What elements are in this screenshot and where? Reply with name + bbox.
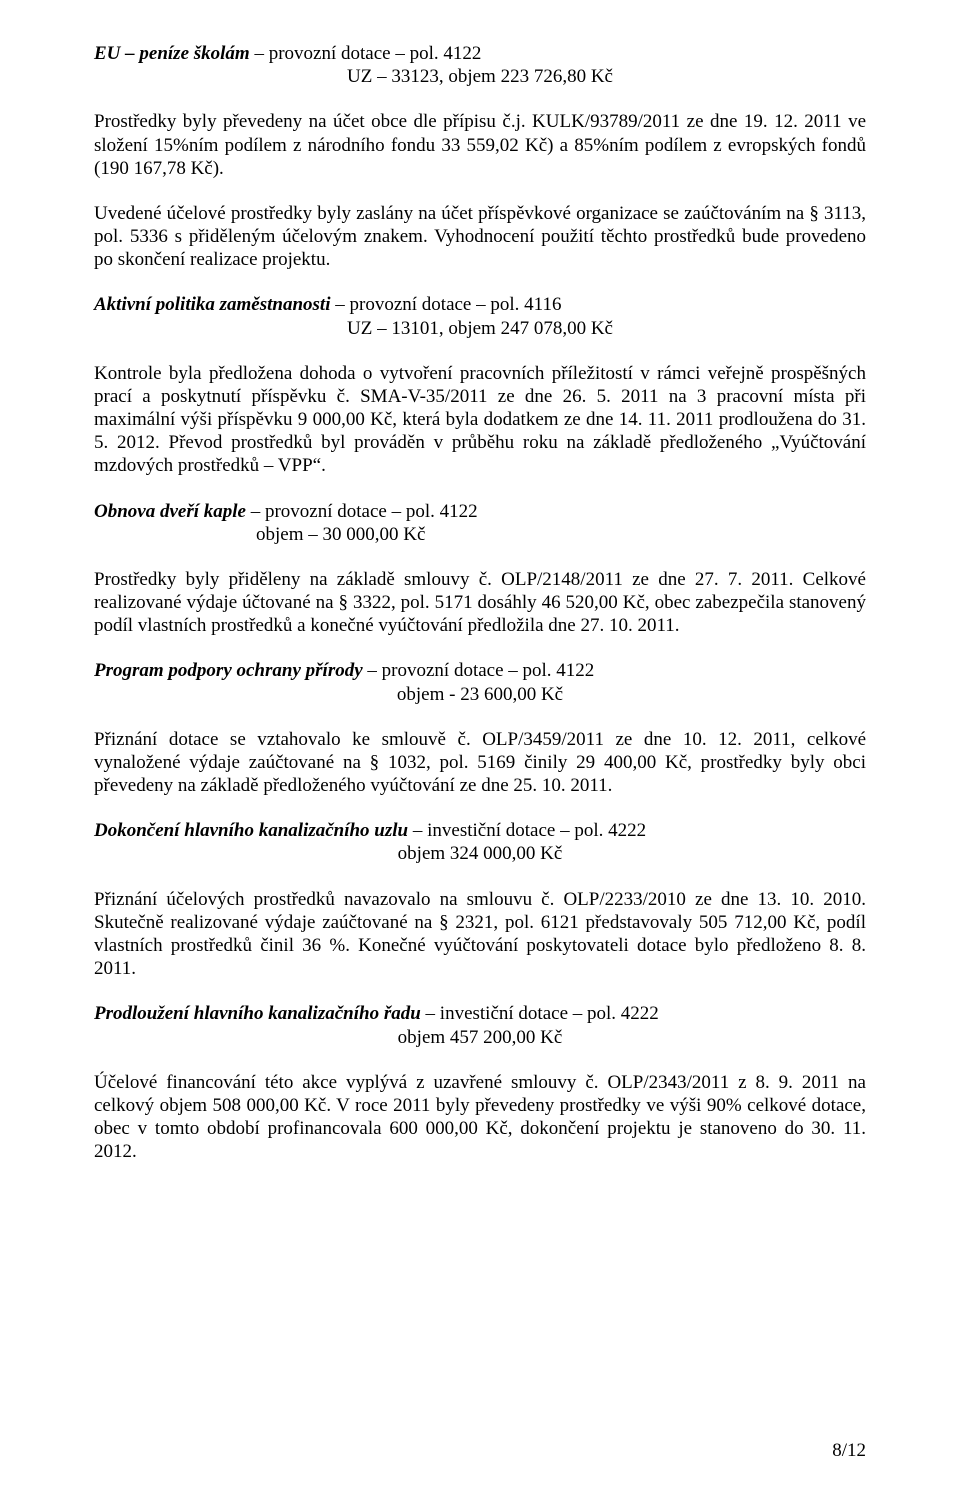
section-4-subline: objem - 23 600,00 Kč (94, 683, 866, 706)
section-2-title-name: Aktivní politika zaměstnanosti (94, 294, 331, 315)
section-2-title: Aktivní politika zaměstnanosti – provozn… (94, 293, 866, 316)
section-1-subline: UZ – 33123, objem 223 726,80 Kč (94, 65, 866, 88)
page-number: 8/12 (832, 1439, 866, 1462)
section-6-title-name: Prodloužení hlavního kanalizačního řadu (94, 1003, 421, 1024)
section-6-title-rest: – investiční dotace – pol. 4222 (421, 1003, 659, 1024)
section-1-para-1: Prostředky byly převedeny na účet obce d… (94, 110, 866, 180)
section-3-title-rest: – provozní dotace – pol. 4122 (246, 501, 478, 522)
section-4-para-1: Přiznání dotace se vztahovalo ke smlouvě… (94, 728, 866, 798)
section-2-subline: UZ – 13101, objem 247 078,00 Kč (94, 317, 866, 340)
section-4-title-rest: – provozní dotace – pol. 4122 (363, 660, 595, 681)
section-5-para-1: Přiznání účelových prostředků navazovalo… (94, 888, 866, 981)
section-2-title-rest: – provozní dotace – pol. 4116 (331, 294, 562, 315)
section-5-title-rest: – investiční dotace – pol. 4222 (408, 820, 646, 841)
section-4-title-name: Program podpory ochrany přírody (94, 660, 363, 681)
section-3-title: Obnova dveří kaple – provozní dotace – p… (94, 500, 866, 523)
section-1-para-2: Uvedené účelové prostředky byly zaslány … (94, 202, 866, 272)
section-3-title-name: Obnova dveří kaple (94, 501, 246, 522)
section-5-subline: objem 324 000,00 Kč (94, 842, 866, 865)
section-3-subline: objem – 30 000,00 Kč (94, 523, 866, 546)
section-1-title-name: EU – peníze školám (94, 43, 250, 64)
section-6-para-1: Účelové financování této akce vyplývá z … (94, 1071, 866, 1164)
section-2-para-1: Kontrole byla předložena dohoda o vytvoř… (94, 362, 866, 478)
section-5-title-name: Dokončení hlavního kanalizačního uzlu (94, 820, 408, 841)
section-6-subline: objem 457 200,00 Kč (94, 1026, 866, 1049)
section-6-title: Prodloužení hlavního kanalizačního řadu … (94, 1002, 866, 1025)
document-page: EU – peníze školám – provozní dotace – p… (0, 0, 960, 1492)
section-3-para-1: Prostředky byly přiděleny na základě sml… (94, 568, 866, 638)
section-4-title: Program podpory ochrany přírody – provoz… (94, 659, 866, 682)
section-1-title-rest: – provozní dotace – pol. 4122 (250, 43, 482, 64)
section-5-title: Dokončení hlavního kanalizačního uzlu – … (94, 819, 866, 842)
section-1-title: EU – peníze školám – provozní dotace – p… (94, 42, 866, 65)
